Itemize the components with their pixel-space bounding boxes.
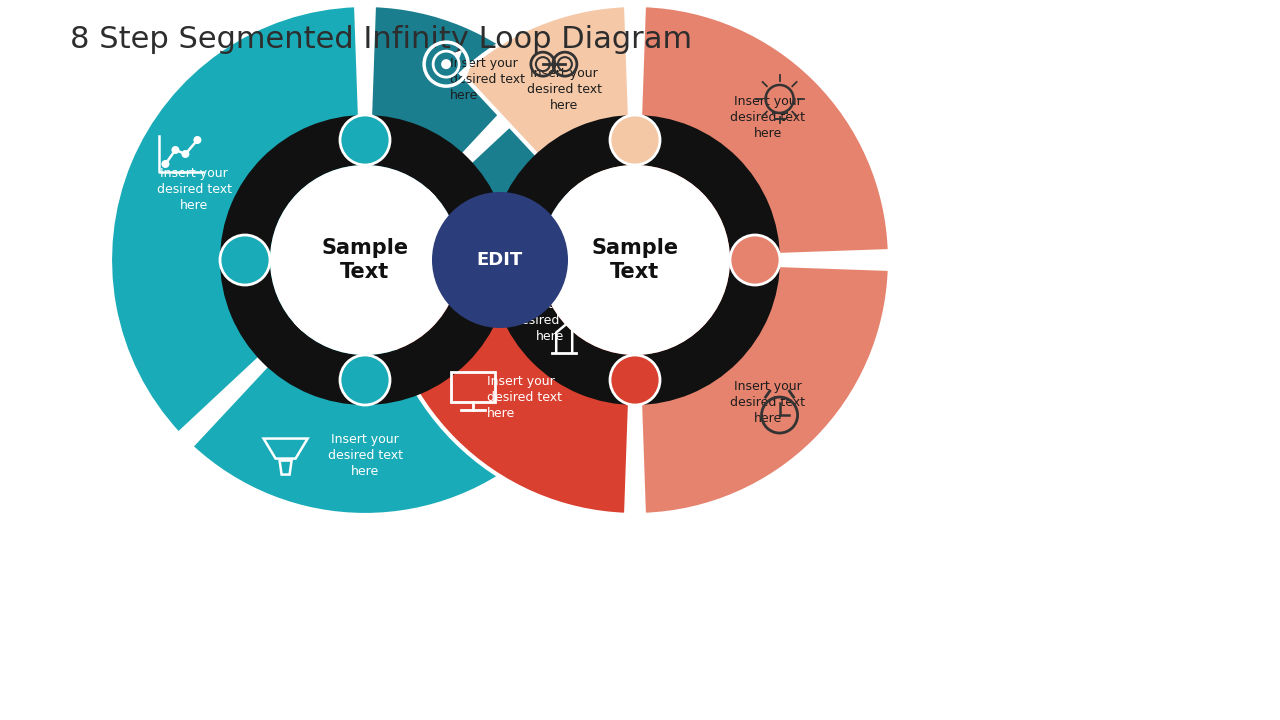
Wedge shape (461, 5, 635, 260)
Circle shape (730, 235, 780, 285)
Circle shape (161, 160, 169, 168)
Text: Insert your
desired text
here: Insert your desired text here (513, 298, 588, 343)
Wedge shape (635, 260, 890, 515)
Circle shape (182, 150, 189, 158)
Wedge shape (365, 86, 620, 434)
Wedge shape (220, 115, 509, 405)
Wedge shape (635, 5, 890, 260)
Circle shape (442, 59, 451, 69)
Circle shape (270, 165, 460, 355)
Wedge shape (380, 260, 635, 515)
Wedge shape (365, 5, 539, 260)
Text: Sample
Text: Sample Text (321, 238, 408, 282)
Circle shape (340, 355, 390, 405)
Wedge shape (110, 5, 365, 434)
Text: Insert your
desired text
here: Insert your desired text here (449, 58, 525, 102)
Text: 8 Step Segmented Infinity Loop Diagram: 8 Step Segmented Infinity Loop Diagram (70, 25, 692, 54)
Text: Insert your
desired text
here: Insert your desired text here (731, 380, 805, 425)
Text: EDIT: EDIT (477, 251, 524, 269)
Wedge shape (191, 260, 539, 515)
Circle shape (540, 165, 730, 355)
Circle shape (340, 115, 390, 165)
Circle shape (193, 136, 201, 144)
Text: Insert your
desired text
here: Insert your desired text here (731, 95, 805, 140)
Circle shape (220, 235, 270, 285)
Circle shape (611, 115, 660, 165)
Wedge shape (490, 115, 780, 405)
Text: Insert your
desired text
here: Insert your desired text here (328, 433, 402, 477)
Text: Insert your
desired text
here: Insert your desired text here (156, 167, 232, 212)
Circle shape (611, 355, 660, 405)
Circle shape (172, 146, 179, 154)
Text: Insert your
desired text
here: Insert your desired text here (526, 66, 602, 112)
Text: Insert your
desired text
here: Insert your desired text here (488, 375, 562, 420)
Text: Sample
Text: Sample Text (591, 238, 678, 282)
Ellipse shape (433, 192, 568, 328)
